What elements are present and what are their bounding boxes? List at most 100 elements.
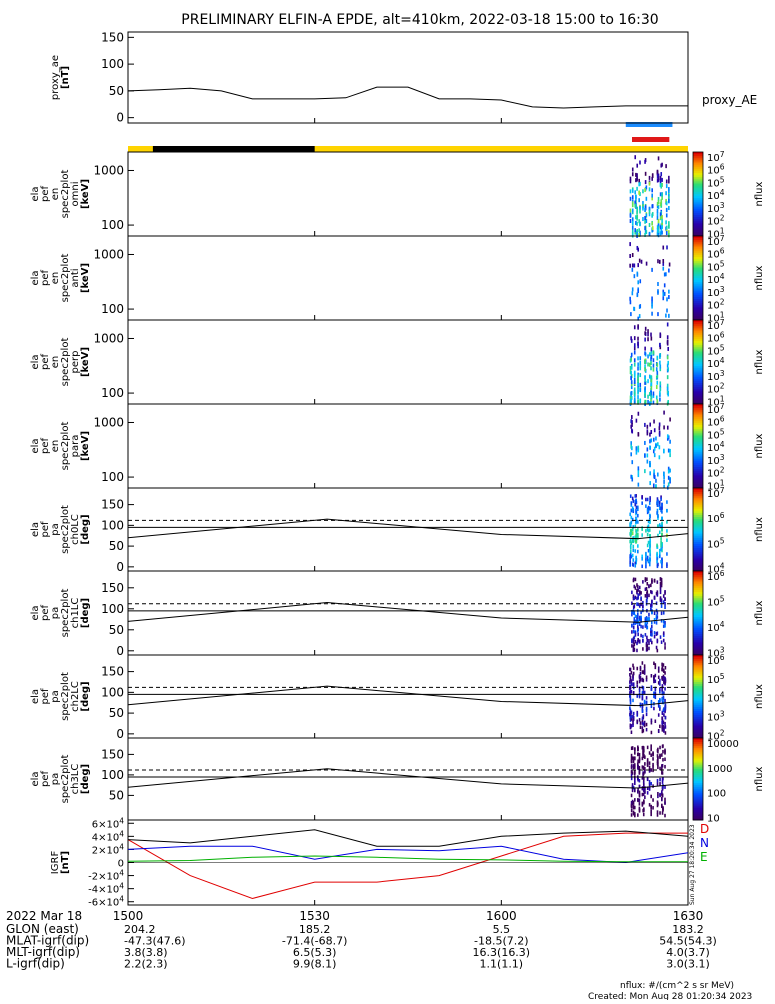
pa-spectrogram-cell [647, 524, 650, 528]
spectrogram-cell [650, 430, 653, 435]
pa-spectrogram-cell [641, 554, 643, 559]
y-axis-label-line: pef [40, 270, 51, 287]
pa-spectrogram-cell [654, 663, 657, 667]
colorbar-segment [693, 631, 703, 635]
y-axis-label-line: en [50, 440, 61, 453]
pa-spectrogram-cell [630, 503, 633, 507]
colorbar-segment [693, 210, 703, 214]
spectrogram-cell [637, 263, 640, 268]
pa-spectrogram-cell [654, 719, 657, 723]
spectrogram-cell [658, 445, 661, 450]
spectrogram-cell [629, 189, 632, 194]
panel-frame [127, 151, 689, 237]
pa-spectrogram-cell [632, 596, 635, 601]
spectrogram-cell [651, 221, 653, 226]
panel-frame [127, 403, 689, 489]
spectrogram-cell [648, 392, 651, 397]
pa-spectrogram-cell [638, 765, 641, 770]
colorbar-segment [693, 154, 703, 157]
colorbar-segment [693, 704, 703, 708]
colorbar-segment [693, 754, 703, 757]
pa-spectrogram-cell [654, 665, 657, 670]
colorbar-segment [693, 723, 703, 727]
pa-spectrogram-cell [646, 647, 649, 652]
pa-spectrogram-cell [630, 714, 633, 719]
pa-spectrogram-cell [635, 529, 638, 534]
spectrogram-cell [629, 300, 632, 305]
spectrogram-cell [630, 419, 632, 424]
colorbar-segment [693, 471, 703, 474]
pa-spectrogram-cell [661, 665, 664, 670]
pa-spectrogram-cell [657, 669, 660, 673]
pa-spectrogram-cell [645, 560, 647, 564]
pa-spectrogram-cell [642, 728, 645, 733]
spectrogram-cell [644, 422, 646, 427]
pa-spectrogram-cell [637, 602, 639, 607]
colorbar-segment [693, 275, 703, 279]
colorbar-segment [693, 263, 703, 266]
colorbar-segment [693, 752, 703, 755]
colorbar-segment [693, 566, 703, 570]
pa-spectrogram-cell [658, 506, 661, 511]
pa-spectrogram-cell [646, 758, 649, 762]
pa-spectrogram-cell [629, 701, 632, 705]
pa-spectrogram-cell [646, 638, 649, 643]
colorbar-segment [693, 694, 703, 697]
legend-n: N [700, 836, 709, 850]
spectrogram-cell [638, 178, 640, 183]
pa-spectrogram-cell [659, 745, 661, 750]
colorbar-segment [693, 638, 703, 641]
pa-spectrogram-cell [637, 759, 639, 763]
y-axis-label-line: [nT] [60, 851, 71, 874]
y-axis-label: ela pef pa spec2plot ch3LC [deg] [30, 755, 91, 804]
spectrogram-cell [648, 175, 651, 180]
pa-spectrogram-cell [642, 639, 644, 643]
pa-spectrogram-cell [632, 800, 635, 805]
pa-spectrogram-cell [650, 625, 653, 629]
colorbar-segment [693, 368, 703, 371]
colorbar-segment [693, 198, 703, 201]
x-tick-label: 1530 [299, 909, 330, 923]
pa-spectrogram-cell [659, 597, 662, 601]
colorbar-segment [693, 288, 703, 292]
y-tick-label: 100 [101, 768, 124, 782]
spectrogram-cell [656, 355, 659, 360]
colorbar-tick-label: 106 [707, 511, 725, 525]
y-axis-label: ela pef en spec2plot para [keV] [30, 422, 91, 471]
pa-spectrogram-cell [652, 798, 654, 802]
pa-spectrogram-cell [635, 560, 637, 565]
spectrogram-cell [633, 380, 636, 385]
colorbar-label: nflux [754, 684, 765, 709]
spectrogram-cell [668, 175, 670, 180]
colorbar-segment [693, 667, 703, 671]
colorbar-segment [693, 677, 703, 681]
pa-spectrogram-cell [661, 804, 663, 809]
pa-spectrogram-cell [650, 701, 653, 705]
spectrogram-cell [647, 354, 649, 359]
spectrogram-cell [652, 391, 655, 396]
pa-spectrogram-cell [629, 528, 632, 533]
pa-spectrogram-cell [630, 541, 633, 545]
pa-spectrogram-cell [664, 748, 666, 753]
pa-spectrogram-cell [655, 645, 658, 650]
spectrogram-cell [633, 370, 636, 375]
y-axis-label: ela pef en spec2plot anti [keV] [30, 254, 91, 303]
colorbar-segment [693, 467, 703, 470]
colorbar-segment [693, 177, 703, 180]
spectrogram-cell [665, 225, 668, 230]
spectrogram-cell [651, 196, 653, 201]
colorbar-segment [693, 307, 703, 310]
colorbar-segment [693, 414, 703, 418]
pa-spectrogram-cell [664, 624, 666, 628]
spectrogram-cell [656, 225, 659, 230]
pa-spectrogram-cell [664, 605, 666, 610]
spectrogram-cell [652, 437, 655, 442]
spectrogram-cell [638, 182, 640, 187]
spectrogram-cell [635, 178, 637, 183]
y-axis-label-line: ela [30, 771, 41, 786]
y-axis-label-line: para [70, 435, 81, 458]
y-tick-label: 100 [101, 218, 124, 232]
row-value: 185.2 [299, 923, 331, 936]
pa-spectrogram-cell [661, 690, 664, 694]
